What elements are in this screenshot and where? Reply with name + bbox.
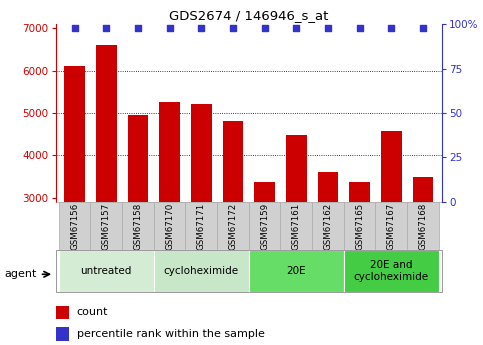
Text: GSM67171: GSM67171 xyxy=(197,203,206,249)
Bar xyxy=(122,202,154,250)
Text: percentile rank within the sample: percentile rank within the sample xyxy=(77,329,265,339)
Text: agent: agent xyxy=(5,269,37,279)
Bar xyxy=(185,202,217,250)
Bar xyxy=(254,181,275,325)
Text: 20E: 20E xyxy=(286,266,306,276)
Bar xyxy=(381,131,401,325)
Bar xyxy=(286,135,307,325)
Bar xyxy=(344,250,439,292)
Point xyxy=(419,26,427,31)
Bar xyxy=(249,202,281,250)
Text: GSM67161: GSM67161 xyxy=(292,203,301,249)
Text: GSM67165: GSM67165 xyxy=(355,203,364,249)
Point xyxy=(356,26,364,31)
Text: GSM67159: GSM67159 xyxy=(260,203,269,249)
Text: GSM67172: GSM67172 xyxy=(228,203,238,249)
Point xyxy=(102,26,110,31)
Bar xyxy=(349,181,370,325)
Point xyxy=(198,26,205,31)
Text: GSM67158: GSM67158 xyxy=(133,203,142,249)
Bar xyxy=(56,327,69,341)
Bar xyxy=(59,202,90,250)
Text: count: count xyxy=(77,307,108,317)
Bar xyxy=(312,202,344,250)
Point xyxy=(261,26,269,31)
Point xyxy=(292,26,300,31)
Bar xyxy=(281,202,312,250)
Bar xyxy=(154,202,185,250)
Point xyxy=(387,26,395,31)
Bar xyxy=(344,202,375,250)
Bar xyxy=(159,102,180,325)
Text: GSM67162: GSM67162 xyxy=(324,203,332,249)
Text: untreated: untreated xyxy=(81,266,132,276)
Point xyxy=(324,26,332,31)
Text: GSM67170: GSM67170 xyxy=(165,203,174,249)
Bar xyxy=(407,202,439,250)
Bar xyxy=(59,250,154,292)
Bar xyxy=(318,172,338,325)
Text: 20E and
cycloheximide: 20E and cycloheximide xyxy=(354,260,429,282)
Bar xyxy=(375,202,407,250)
Bar xyxy=(217,202,249,250)
Bar xyxy=(191,104,212,325)
Point xyxy=(134,26,142,31)
Bar xyxy=(128,115,148,325)
Point xyxy=(166,26,173,31)
Point xyxy=(71,26,78,31)
Text: GSM67157: GSM67157 xyxy=(102,203,111,249)
Bar xyxy=(64,67,85,325)
Title: GDS2674 / 146946_s_at: GDS2674 / 146946_s_at xyxy=(169,9,328,22)
Bar xyxy=(56,306,69,319)
Text: GSM67168: GSM67168 xyxy=(418,203,427,249)
Bar xyxy=(249,250,344,292)
Bar xyxy=(154,250,249,292)
Bar xyxy=(90,202,122,250)
Bar xyxy=(412,177,433,325)
Text: GSM67167: GSM67167 xyxy=(387,203,396,249)
Text: GSM67156: GSM67156 xyxy=(70,203,79,249)
Bar xyxy=(223,121,243,325)
Point xyxy=(229,26,237,31)
Bar xyxy=(96,45,116,325)
Text: cycloheximide: cycloheximide xyxy=(164,266,239,276)
